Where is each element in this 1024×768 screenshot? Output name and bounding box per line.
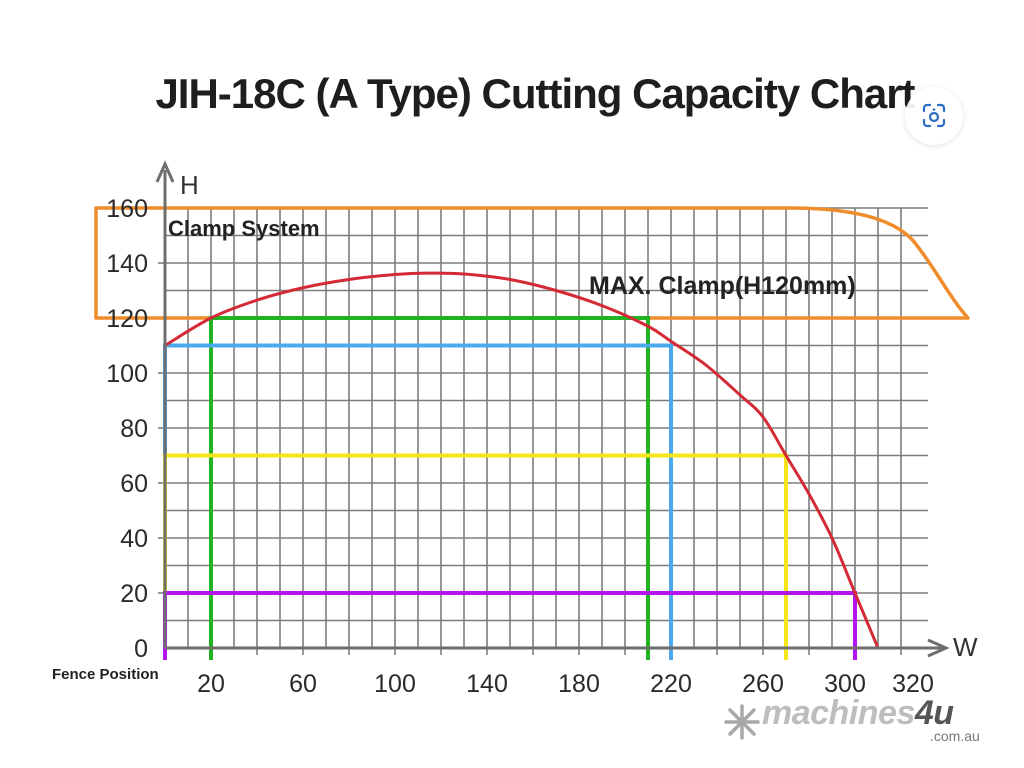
- y-tick-label: 100: [106, 360, 148, 388]
- capacity-curve: [164, 271, 880, 649]
- y-tick-label: 0: [134, 635, 148, 663]
- chart-title: JIH-18C (A Type) Cutting Capacity Chart: [155, 70, 915, 117]
- clamp-region: Clamp System MAX. Clamp(H120mm): [94, 206, 970, 320]
- snowflake-logo-icon: [724, 704, 760, 740]
- lens-search-icon: [922, 103, 946, 128]
- x-tick-label: 300: [824, 670, 866, 698]
- x-tick-label: 260: [742, 670, 784, 698]
- x-tick-label: 60: [289, 670, 317, 698]
- lens-search-button[interactable]: [905, 87, 963, 145]
- x-axis-label: W: [953, 632, 978, 662]
- clamp-outline: [94, 206, 970, 320]
- capacity-curve-group: [164, 271, 880, 649]
- y-axis-arrow-icon: [155, 160, 175, 183]
- y-tick-label: 60: [120, 470, 148, 498]
- capacity-rect-yellow: [163, 453, 788, 660]
- watermark-brand: machines4u: [762, 694, 954, 732]
- x-tick-label: 140: [466, 670, 508, 698]
- y-tick-label: 80: [120, 415, 148, 443]
- y-tick-label: 160: [106, 195, 148, 223]
- machines4u-watermark: machines4u .com.au: [722, 694, 992, 746]
- x-tick-label: 320: [892, 670, 934, 698]
- y-tick-label: 120: [106, 305, 148, 333]
- fence-position-caption: Fence Position: [52, 666, 159, 683]
- x-tick-label: 100: [374, 670, 416, 698]
- x-tick-label: 180: [558, 670, 600, 698]
- x-tick-label: 20: [197, 670, 225, 698]
- tick-labels: 0 20 40 60 80 100 120 140 160 20 60 100 140 180 220 260…: [52, 195, 934, 698]
- max-clamp-annotation: MAX. Clamp(H120mm): [589, 272, 856, 300]
- watermark-domain: .com.au: [930, 728, 980, 744]
- y-tick-label: 20: [120, 580, 148, 608]
- y-tick-label: 140: [106, 250, 148, 278]
- y-tick-label: 40: [120, 525, 148, 553]
- y-axis-label: H: [180, 170, 199, 200]
- clamp-system-label: Clamp System: [168, 216, 320, 241]
- axes: HW: [155, 160, 978, 662]
- capacity-rect-green: [209, 316, 650, 660]
- x-tick-label: 220: [650, 670, 692, 698]
- x-axis-arrow-icon: [927, 638, 950, 658]
